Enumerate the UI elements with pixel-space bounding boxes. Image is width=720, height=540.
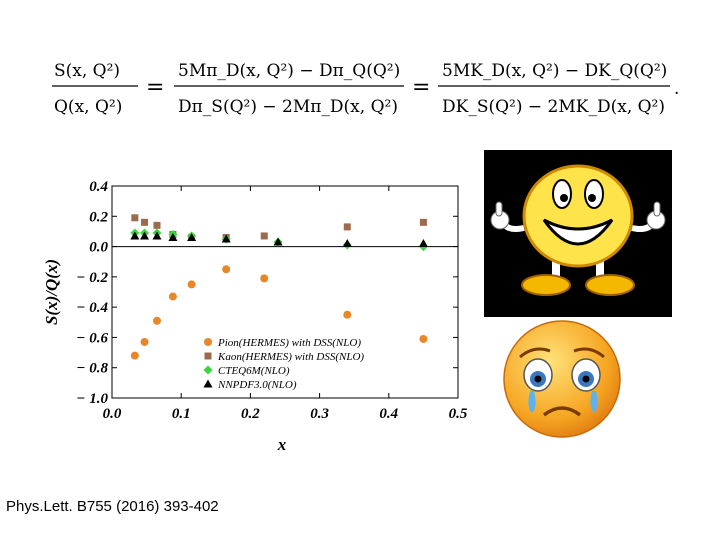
formula-lhs-denominator: Q(x, Q²) (54, 97, 122, 117)
data-point-series-4 (342, 239, 352, 248)
crying-smiley-image (503, 320, 621, 438)
data-point-series-1 (130, 351, 139, 360)
data-point-series-1 (168, 292, 177, 301)
data-point-series-4 (221, 234, 231, 243)
legend-label-3: CTEQ6M(NLO) (218, 365, 290, 377)
data-point-series-1 (187, 280, 196, 289)
x-tick-label: 0.3 (310, 406, 329, 422)
data-point-series-2 (343, 223, 351, 231)
data-point-series-1 (152, 316, 161, 325)
y-tick-label: 0.2 (89, 209, 108, 225)
data-point-series-4 (273, 237, 283, 246)
chart-ticks: 0.40.20.0− 0.2− 0.4− 0.6− 0.8− 1.00.0 0.1… (76, 179, 467, 422)
data-point-series-2 (141, 218, 149, 226)
plot-frame (111, 185, 459, 399)
formula-mid-denominator: Dπ_S(Q²) − 2Mπ_D(x, Q²) (178, 97, 398, 117)
chart-frame (111, 185, 459, 399)
y-tick-label: − 0.8 (76, 361, 108, 377)
formula-equals-2: = (412, 75, 430, 100)
data-point-series-1 (343, 310, 352, 319)
data-point-series-4 (187, 232, 197, 241)
x-tick-label: 0.2 (241, 406, 260, 422)
y-tick-label: 0.4 (89, 179, 108, 195)
formula-lhs-numerator: S(x, Q²) (54, 61, 120, 81)
reference-citation: Phys.Lett. B755 (2016) 393-402 (6, 498, 219, 515)
data-point-series-1 (260, 274, 269, 283)
formula-rhs-denominator: DK_S(Q²) − 2MK_D(x, Q²) (442, 97, 665, 117)
chart-marks (130, 214, 428, 360)
x-tick-label: 0.1 (172, 406, 191, 422)
y-tick-label: − 0.4 (76, 300, 108, 316)
legend-marker-3 (203, 365, 213, 375)
x-tick-label: 0.5 (449, 406, 468, 422)
ratio-formula: S(x, Q²) Q(x, Q²) = 5Mπ_D(x, Q²) − Dπ_Q(… (52, 61, 679, 117)
formula-period: . (674, 79, 679, 99)
data-point-series-4 (140, 231, 150, 240)
data-point-series-1 (222, 265, 231, 274)
data-point-series-4 (130, 231, 140, 240)
legend-label-2: Kaon(HERMES) with DSS(NLO) (217, 351, 364, 363)
data-point-series-4 (168, 232, 178, 241)
x-tick-label: 0.4 (379, 406, 398, 422)
legend-marker-2 (204, 352, 212, 360)
data-point-series-4 (152, 231, 162, 240)
formula-equals-1: = (146, 75, 164, 100)
happy-smiley-image (484, 150, 672, 317)
x-axis-label: x (277, 435, 287, 454)
formula-mid-numerator: 5Mπ_D(x, Q²) − Dπ_Q(Q²) (178, 61, 400, 81)
x-tick-label: 0.0 (103, 406, 122, 422)
y-tick-label: 0.0 (89, 240, 108, 256)
data-point-series-1 (419, 334, 428, 343)
data-point-series-4 (418, 239, 428, 248)
y-tick-label: − 1.0 (76, 391, 108, 407)
y-tick-label: − 0.6 (76, 330, 108, 346)
y-tick-label: − 0.2 (76, 270, 108, 286)
legend-label-1: Pion(HERMES) with DSS(NLO) (217, 337, 361, 349)
y-axis-label: S(x)/Q(x) (42, 259, 61, 325)
ratio-scatter-chart: 0.40.20.0− 0.2− 0.4− 0.6− 0.8− 1.00.0 0.1… (42, 179, 468, 454)
legend-label-4: NNPDF3.0(NLO) (217, 379, 297, 391)
data-point-series-2 (260, 232, 268, 240)
legend-marker-4 (203, 379, 213, 388)
chart-legend: Pion(HERMES) with DSS(NLO) Kaon(HERMES) w… (203, 337, 364, 391)
legend-marker-1 (204, 338, 212, 346)
data-point-series-2 (419, 218, 427, 226)
data-point-series-2 (131, 214, 139, 222)
data-point-series-2 (153, 221, 161, 229)
formula-rhs-numerator: 5MK_D(x, Q²) − DK_Q(Q²) (442, 61, 667, 81)
data-point-series-1 (140, 337, 149, 346)
